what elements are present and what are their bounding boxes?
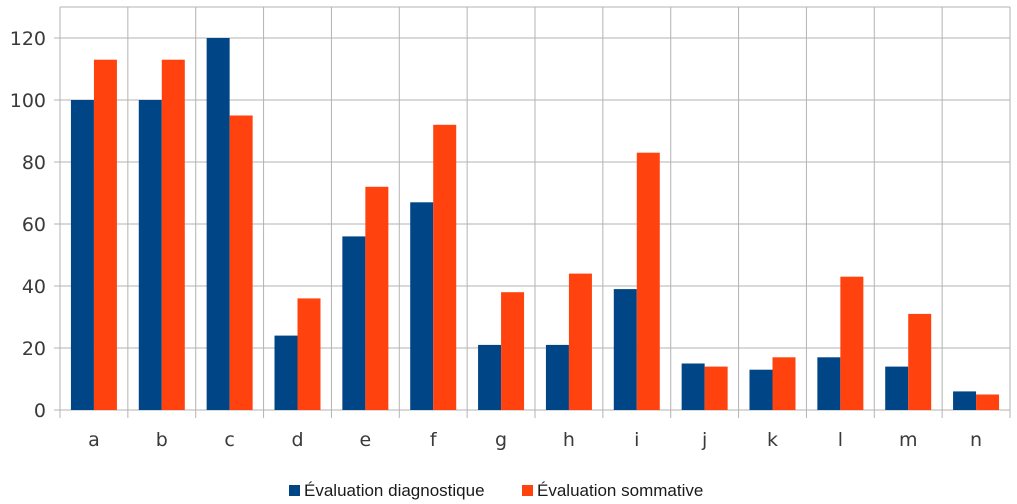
bar-sommative-i [636,152,660,410]
x-tick-label: i [634,429,639,451]
bar-diagnostique-a [70,100,94,410]
legend-swatch-diagnostique [289,485,300,496]
x-tick-label: d [291,429,303,451]
bar-sommative-k [772,357,796,410]
bar-sommative-m [908,313,932,410]
x-tick-label: l [838,429,843,451]
bar-sommative-g [501,292,525,410]
bar-diagnostique-e [342,236,366,410]
bars [70,38,1000,411]
bar-sommative-e [365,186,389,410]
x-tick-label: c [224,429,234,451]
x-tick-label: k [767,429,778,451]
bar-diagnostique-k [749,369,773,410]
x-tick-label: g [495,429,507,451]
x-tick-label: b [156,429,168,451]
x-tick-label: h [563,429,575,451]
bar-sommative-a [93,59,117,410]
x-tick-label: a [88,429,100,451]
bar-sommative-c [229,115,253,410]
bar-sommative-f [433,124,457,411]
bar-sommative-j [704,366,728,410]
y-tick-label: 120 [10,28,46,50]
x-tick-label: j [701,429,707,451]
bar-sommative-n [976,394,1000,410]
bar-diagnostique-j [681,363,705,410]
x-tick-label: e [360,429,372,451]
y-tick-label: 60 [22,214,46,236]
bar-diagnostique-h [545,344,569,410]
bar-diagnostique-g [478,344,502,410]
y-tick-labels: 0 20 40 60 80 100 120 [10,28,46,422]
bar-diagnostique-n [953,391,977,410]
y-tick-label: 100 [10,90,46,112]
bar-sommative-b [161,59,185,410]
bar-diagnostique-b [138,100,162,410]
x-tick-label: n [970,429,982,451]
legend-swatch-sommative [522,485,533,496]
bar-sommative-d [297,298,321,410]
legend-label-sommative: Évaluation sommative [537,481,703,500]
bar-diagnostique-i [613,289,637,410]
x-tick-labels: a b c d e f g h i j k l m n [88,429,982,451]
legend: Évaluation diagnostique Évaluation sommat… [289,481,703,500]
bar-sommative-h [568,273,592,410]
bar-diagnostique-l [817,357,841,410]
y-tick-label: 40 [22,276,46,298]
legend-label-diagnostique: Évaluation diagnostique [304,481,485,500]
x-tick-label: m [899,429,918,451]
grid-lines [59,6,1011,418]
bar-diagnostique-f [410,202,434,410]
bar-diagnostique-d [274,335,298,410]
bar-diagnostique-c [206,38,230,410]
bar-diagnostique-m [885,366,909,410]
bar-sommative-l [840,276,864,410]
y-tick-label: 0 [34,400,46,422]
x-tick-label: f [430,429,438,451]
y-tick-label: 20 [22,338,46,360]
y-tick-label: 80 [22,152,46,174]
